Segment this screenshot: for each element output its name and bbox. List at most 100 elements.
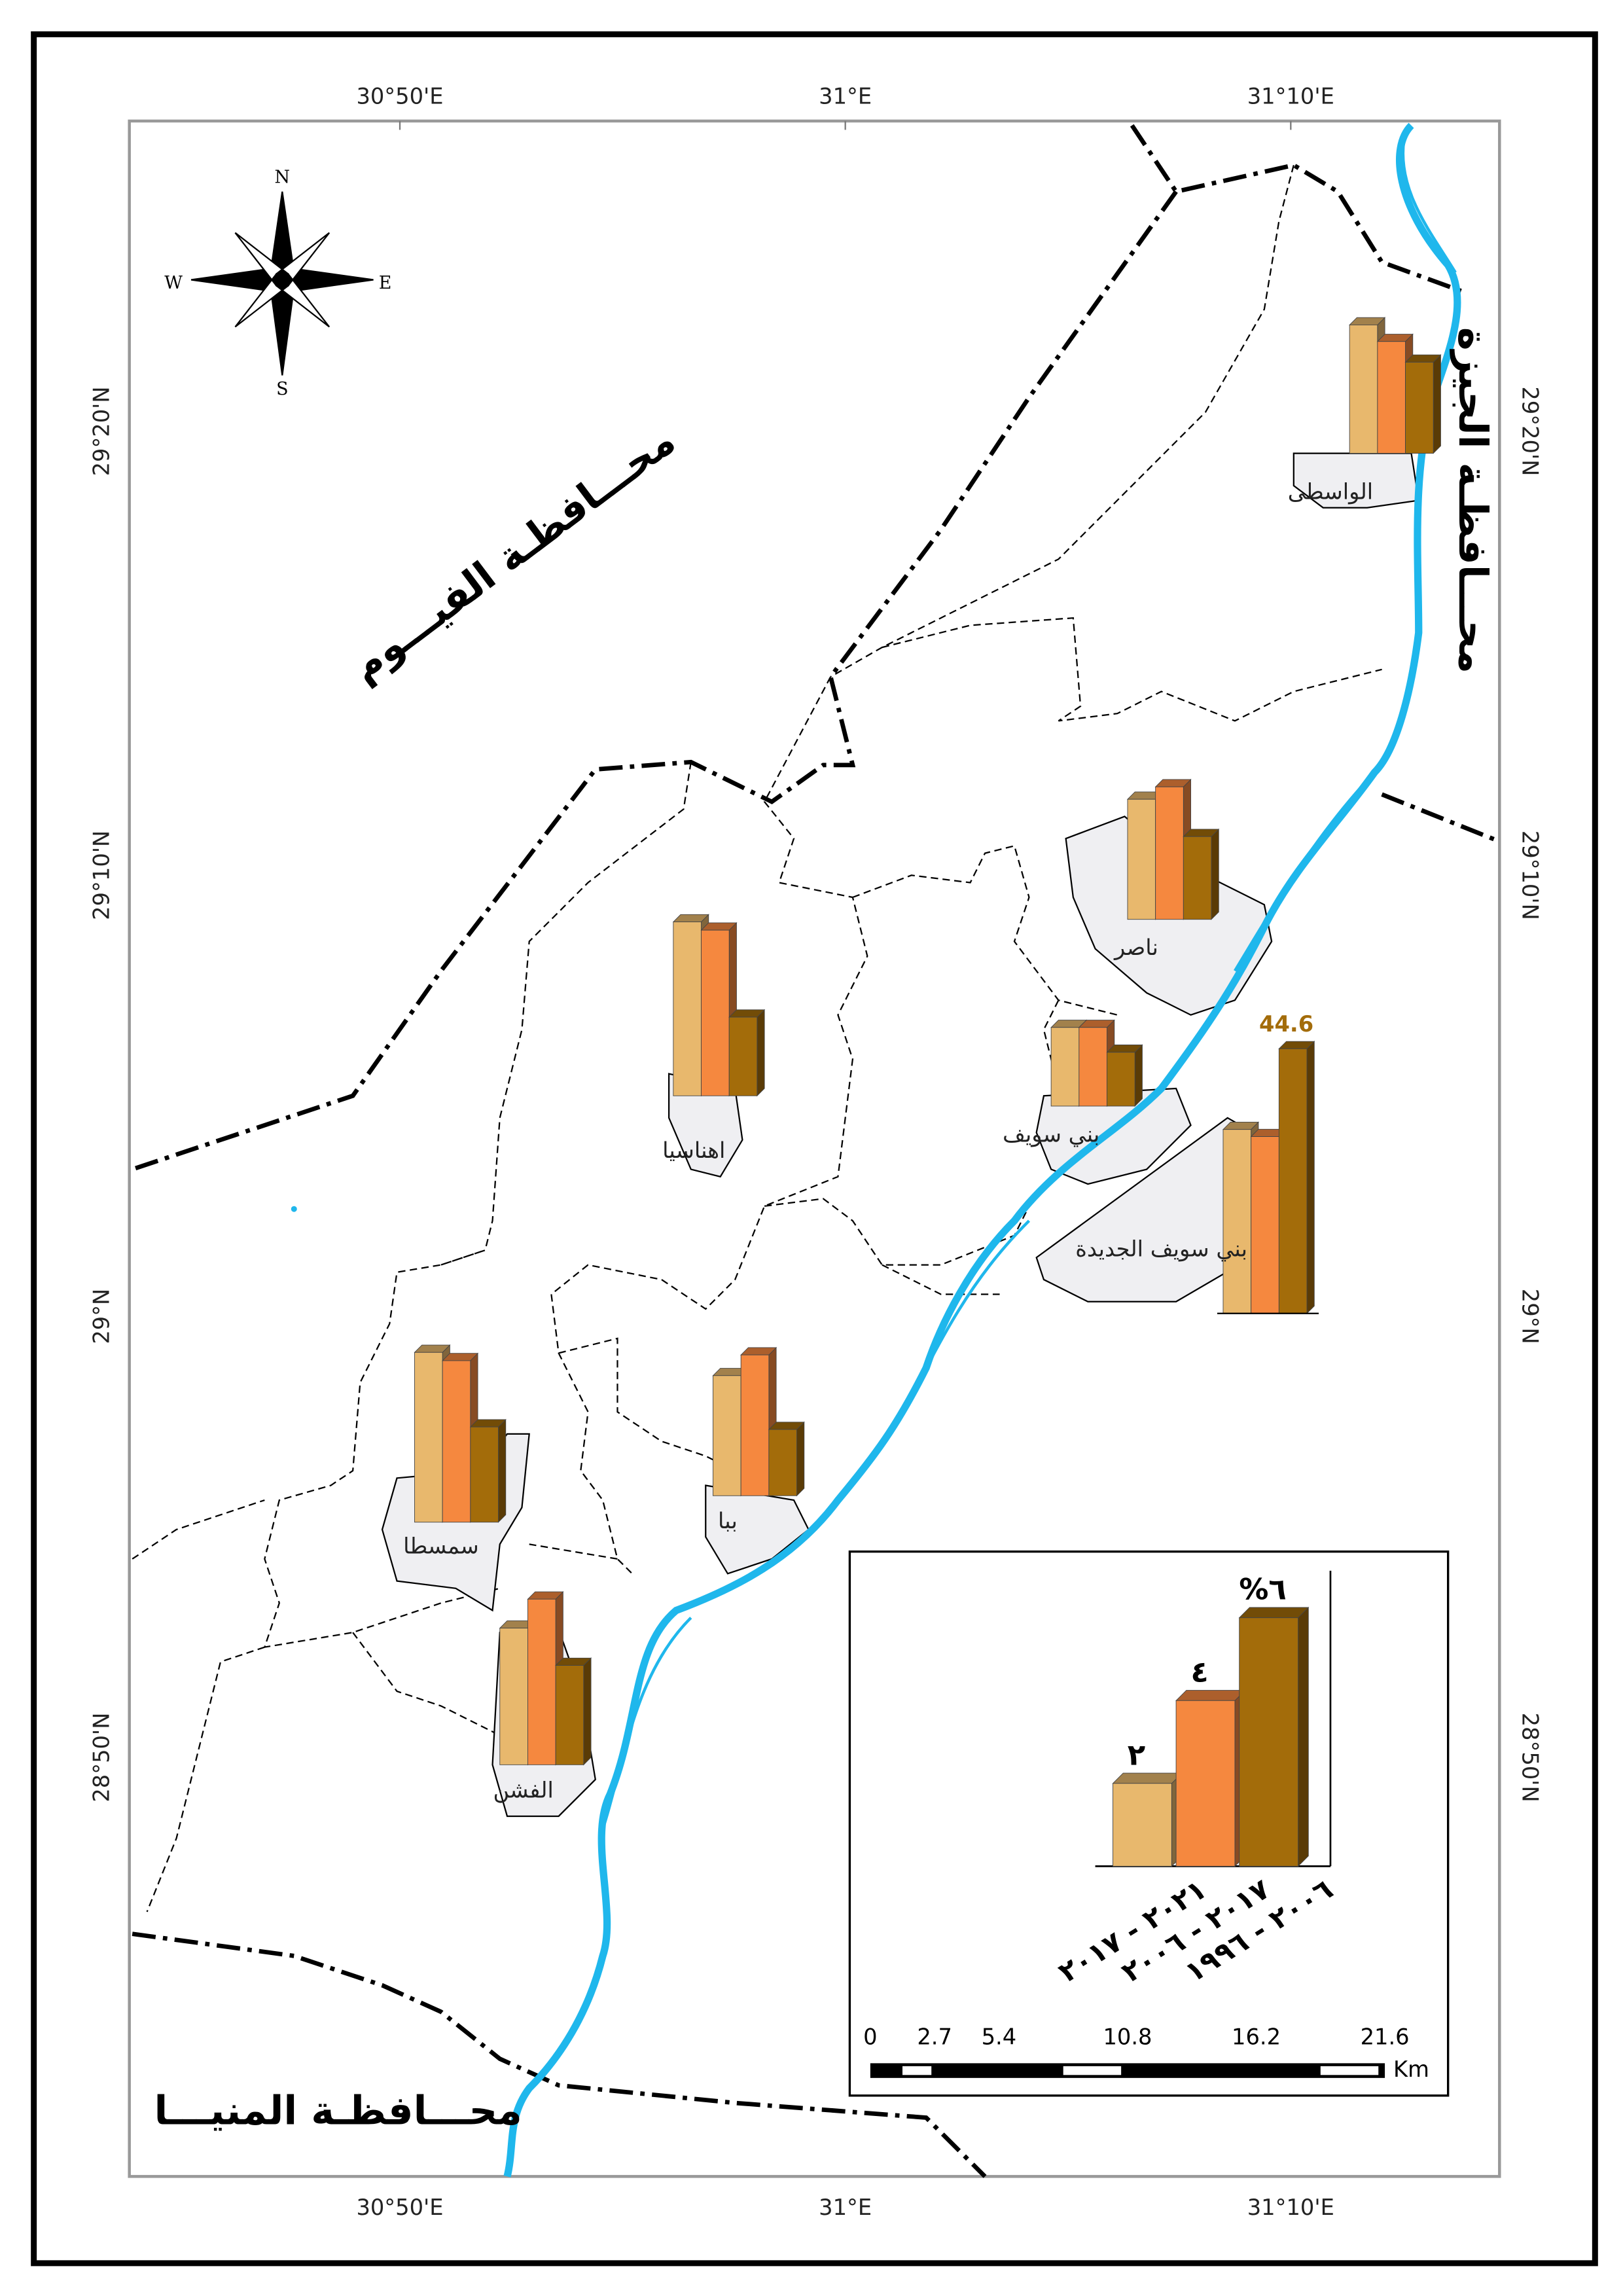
bar [1251, 1136, 1279, 1314]
scale-label: 5.4 [982, 2024, 1017, 2050]
district-chart: اهناسيا [662, 914, 766, 1163]
compass-s-label: S [276, 379, 288, 399]
scale-segment [1063, 2066, 1122, 2075]
compass-n-label: N [275, 168, 291, 188]
bar [713, 1375, 741, 1496]
compass-e-label: E [379, 273, 392, 293]
district-chart: ببا [712, 1346, 805, 1534]
longitude-label: 31°10'E [1247, 83, 1334, 109]
bar [442, 1360, 471, 1523]
bar [1405, 361, 1434, 454]
district-label: الواسطى [1288, 479, 1373, 505]
latitude-label: 29°20'N [1518, 386, 1543, 476]
bar [1222, 1129, 1252, 1314]
bar [527, 1598, 556, 1765]
scale-label: 10.8 [1103, 2024, 1152, 2050]
water-dot [291, 1206, 297, 1212]
bar [1183, 836, 1212, 920]
bar-side [796, 1421, 805, 1497]
bar [1050, 1027, 1080, 1107]
latitude-label: 29°20'N [89, 386, 115, 476]
legend-value-label: ٤ [1190, 1655, 1208, 1689]
longitude-label: 31°10'E [1247, 2195, 1334, 2220]
bar [1239, 1617, 1299, 1867]
bar-side [583, 1657, 592, 1766]
bar [1155, 786, 1184, 920]
district-label: ببا [718, 1508, 738, 1534]
latitude-label: 29°10'N [89, 831, 115, 920]
bar [414, 1352, 443, 1523]
bar-side [498, 1418, 507, 1523]
scale-unit: Km [1393, 2056, 1429, 2082]
bar-side [1433, 354, 1441, 454]
bar [1377, 341, 1406, 454]
longitude-label: 30°50'E [356, 83, 443, 109]
scale-label: 21.6 [1361, 2024, 1410, 2050]
district-chart: سمسطا [403, 1344, 507, 1558]
bar [555, 1665, 584, 1765]
bar [1079, 1027, 1107, 1107]
scale-label: 16.2 [1232, 2024, 1281, 2050]
latitude-label: 29°N [1518, 1289, 1543, 1344]
bar [470, 1426, 499, 1523]
governorate-label: محـــافظـة الجيزة [1450, 327, 1495, 673]
district-label: بني سويف الجديدة [1075, 1236, 1247, 1263]
outer-frame [31, 31, 1598, 2267]
bar [499, 1628, 528, 1765]
bar-side [1211, 828, 1219, 920]
latitude-label: 29°N [89, 1289, 115, 1344]
scale-segment [902, 2066, 932, 2075]
district-label: الفشن [493, 1777, 554, 1803]
bar [701, 929, 730, 1096]
chart-layer: الواسطى ناصر اهناسيا بني سويف 44.6 بني سويف ا… [403, 317, 1442, 1803]
compass-w-label: W [164, 273, 183, 293]
bar [768, 1429, 797, 1496]
bar-top [1112, 1772, 1183, 1784]
bar [1349, 324, 1378, 454]
legend-value-label: %٦ [1239, 1571, 1286, 1606]
bar [1127, 798, 1156, 920]
governorate-label: محـــافظـة المنيـــا [154, 2088, 522, 2134]
bar [673, 922, 702, 1096]
compass-diagonals [234, 232, 330, 328]
district-chart: الفشن [493, 1590, 592, 1803]
district-boundaries [132, 165, 1382, 1912]
bar-top [1175, 1690, 1246, 1701]
scale-label: 2.7 [917, 2024, 952, 2050]
scale-segment [1320, 2066, 1379, 2075]
scale-bar [870, 2063, 1385, 2078]
latitude-label: 28°50'N [1518, 1713, 1543, 1803]
latitude-label: 29°10'N [1518, 831, 1543, 920]
nile-river [503, 122, 1461, 2178]
data-label: 44.6 [1259, 1011, 1313, 1037]
longitude-label: 31°E [819, 2195, 872, 2220]
legend-value-label: ٢ [1128, 1737, 1145, 1772]
latitude-label: 28°50'N [89, 1713, 115, 1803]
bar [1107, 1052, 1135, 1107]
bar-side [757, 1009, 765, 1097]
bar [1175, 1700, 1236, 1867]
bar-side [1298, 1606, 1309, 1867]
bar [728, 1016, 758, 1096]
district-label: بني سويف [1003, 1121, 1099, 1147]
bar [1278, 1048, 1308, 1314]
compass-rose: N S E W [164, 168, 391, 399]
nile-branch [598, 139, 1457, 1839]
district-chart: ناصر [1113, 778, 1220, 961]
district-chart: 44.6 بني سويف الجديدة [1075, 1011, 1319, 1314]
district-label: ناصر [1113, 935, 1158, 961]
longitude-label: 30°50'E [356, 2195, 443, 2220]
governorate-boundaries [132, 124, 1501, 2178]
bar-side [1306, 1041, 1315, 1314]
district-label: سمسطا [403, 1533, 479, 1558]
district-chart: بني سويف [1003, 1019, 1143, 1147]
bar-side [1134, 1044, 1143, 1107]
scale-label: 0 [863, 2024, 877, 2050]
district-chart: الواسطى [1288, 317, 1442, 505]
longitude-label: 31°E [819, 83, 872, 109]
bar-top [1238, 1607, 1310, 1619]
bar [740, 1354, 770, 1496]
bar [1113, 1783, 1172, 1867]
district-label: اهناسيا [662, 1138, 725, 1163]
